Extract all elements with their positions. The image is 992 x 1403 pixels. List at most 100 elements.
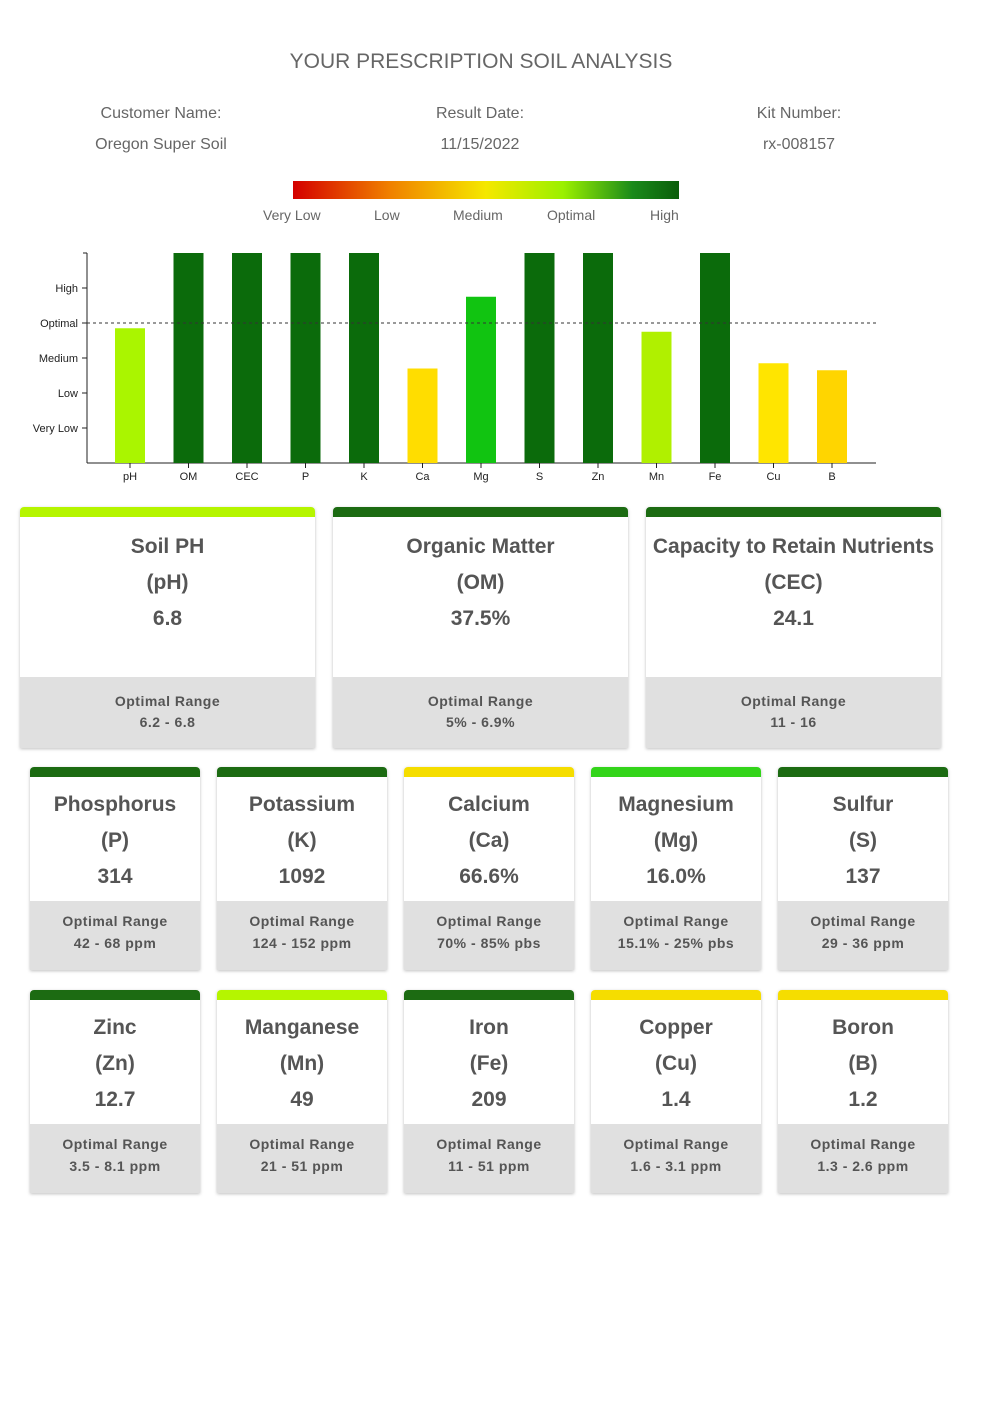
y-tick-label: Very Low — [33, 423, 78, 435]
status-color-bar — [30, 767, 200, 777]
x-tick-label: B — [828, 471, 835, 483]
nutrient-symbol: (OM) — [456, 571, 505, 594]
bar-cec — [232, 253, 262, 463]
optimal-range-footer: Optimal Range 1.3 - 2.6 ppm — [778, 1124, 948, 1193]
status-color-bar — [404, 767, 574, 777]
nutrient-card: Phosphorus (P) 314 Optimal Range 42 - 68 … — [30, 767, 200, 970]
range-value: 29 - 36 ppm — [821, 935, 905, 951]
nutrient-value: 66.6% — [459, 865, 519, 888]
y-tick-label: Medium — [39, 353, 78, 365]
nutrient-name: Organic Matter — [406, 535, 555, 558]
optimal-range-footer: Optimal Range 15.1% - 25% pbs — [591, 901, 761, 970]
nutrient-card: Iron (Fe) 209 Optimal Range 11 - 51 ppm — [404, 990, 574, 1193]
nutrient-name: Phosphorus — [53, 793, 177, 816]
range-label: Optimal Range — [436, 913, 542, 929]
nutrient-card: Zinc (Zn) 12.7 Optimal Range 3.5 - 8.1 pp… — [30, 990, 200, 1193]
x-tick-label: Mg — [473, 471, 488, 483]
range-label: Optimal Range — [249, 913, 355, 929]
nutrient-card: Magnesium (Mg) 16.0% Optimal Range 15.1% … — [591, 767, 761, 970]
status-color-bar — [217, 767, 387, 777]
range-value: 11 - 16 — [770, 714, 817, 730]
nutrient-symbol: (Zn) — [95, 1052, 135, 1075]
x-tick-label: Zn — [592, 471, 605, 483]
optimal-range-footer: Optimal Range 3.5 - 8.1 ppm — [30, 1124, 200, 1193]
status-color-bar — [20, 507, 315, 517]
nutrient-value: 1.4 — [661, 1088, 691, 1111]
x-tick-label: Fe — [709, 471, 722, 483]
x-tick-label: K — [360, 471, 368, 483]
nutrient-value: 209 — [471, 1088, 507, 1111]
bar-p — [290, 253, 321, 463]
nutrient-name: Soil PH — [130, 535, 205, 558]
nutrient-symbol: (CEC) — [764, 571, 823, 594]
nutrient-name: Copper — [639, 1016, 713, 1039]
bar-k — [349, 253, 379, 463]
nutrient-name: Sulfur — [832, 793, 894, 816]
y-tick-label: High — [55, 283, 78, 295]
nutrient-name: Calcium — [448, 793, 530, 816]
customer-label: Customer Name: — [100, 105, 222, 122]
range-value: 124 - 152 ppm — [252, 935, 352, 951]
level-gradient-legend — [293, 181, 679, 199]
nutrient-symbol: (Fe) — [469, 1052, 509, 1075]
optimal-range-footer: Optimal Range 70% - 85% pbs — [404, 901, 574, 970]
nutrient-card: Potassium (K) 1092 Optimal Range 124 - 15… — [217, 767, 387, 970]
range-label: Optimal Range — [62, 913, 168, 929]
optimal-range-footer: Optimal Range 21 - 51 ppm — [217, 1124, 387, 1193]
range-label: Optimal Range — [623, 1136, 729, 1152]
nutrient-value: 137 — [845, 865, 881, 888]
nutrient-name: Capacity to Retain Nutrients — [652, 535, 935, 558]
nutrient-card: Sulfur (S) 137 Optimal Range 29 - 36 ppm — [778, 767, 948, 970]
range-label: Optimal Range — [623, 913, 729, 929]
nutrient-symbol: (P) — [101, 829, 129, 852]
nutrient-symbol: (Mn) — [279, 1052, 325, 1075]
nutrient-symbol: (K) — [287, 829, 317, 852]
optimal-range-footer: Optimal Range 11 - 16 — [646, 677, 941, 748]
status-color-bar — [404, 990, 574, 1000]
x-tick-label: S — [536, 471, 543, 483]
optimal-range-footer: Optimal Range 6.2 - 6.8 — [20, 677, 315, 748]
nutrient-value: 1.2 — [848, 1088, 878, 1111]
nutrient-name: Potassium — [248, 793, 356, 816]
status-color-bar — [646, 507, 941, 517]
legend-high: High — [650, 207, 679, 223]
range-value: 3.5 - 8.1 ppm — [69, 1158, 161, 1174]
bar-ph — [115, 328, 145, 463]
range-label: Optimal Range — [436, 1136, 542, 1152]
status-color-bar — [778, 990, 948, 1000]
legend-very-low: Very Low — [263, 207, 321, 223]
y-tick-label: Optimal — [40, 318, 78, 330]
nutrient-value: 16.0% — [646, 865, 706, 888]
bar-mg — [466, 296, 496, 463]
bar-om — [173, 253, 204, 463]
x-tick-label: P — [302, 471, 309, 483]
nutrient-symbol: (B) — [848, 1052, 878, 1075]
date-label: Result Date: — [435, 105, 525, 122]
range-value: 1.6 - 3.1 ppm — [630, 1158, 722, 1174]
nutrient-card: Calcium (Ca) 66.6% Optimal Range 70% - 85… — [404, 767, 574, 970]
status-color-bar — [333, 507, 628, 517]
x-tick-label: Ca — [415, 471, 430, 483]
result-date: 11/15/2022 — [440, 136, 520, 153]
range-value: 70% - 85% pbs — [437, 935, 541, 951]
nutrient-value: 37.5% — [450, 607, 511, 630]
nutrient-card: Soil PH (pH) 6.8 Optimal Range 6.2 - 6.8 — [20, 507, 315, 748]
optimal-range-footer: Optimal Range 29 - 36 ppm — [778, 901, 948, 970]
nutrient-symbol: (Ca) — [468, 829, 510, 852]
status-color-bar — [778, 767, 948, 777]
bar-ca — [407, 368, 438, 463]
optimal-range-footer: Optimal Range 124 - 152 ppm — [217, 901, 387, 970]
x-tick-label: Cu — [766, 471, 780, 483]
bar-mn — [641, 331, 672, 463]
range-value: 15.1% - 25% pbs — [617, 935, 735, 951]
nutrient-card: Boron (B) 1.2 Optimal Range 1.3 - 2.6 ppm — [778, 990, 948, 1193]
nutrient-value: 24.1 — [773, 607, 814, 630]
x-tick-label: CEC — [235, 471, 258, 483]
range-value: 42 - 68 ppm — [73, 935, 157, 951]
status-color-bar — [591, 767, 761, 777]
bar-chart: Very Low Low Medium Optimal High pH OM CEC P K Ca M… — [33, 252, 876, 483]
x-tick-label: pH — [123, 471, 137, 483]
optimal-range-footer: Optimal Range 5% - 6.9% — [333, 677, 628, 748]
status-color-bar — [30, 990, 200, 1000]
